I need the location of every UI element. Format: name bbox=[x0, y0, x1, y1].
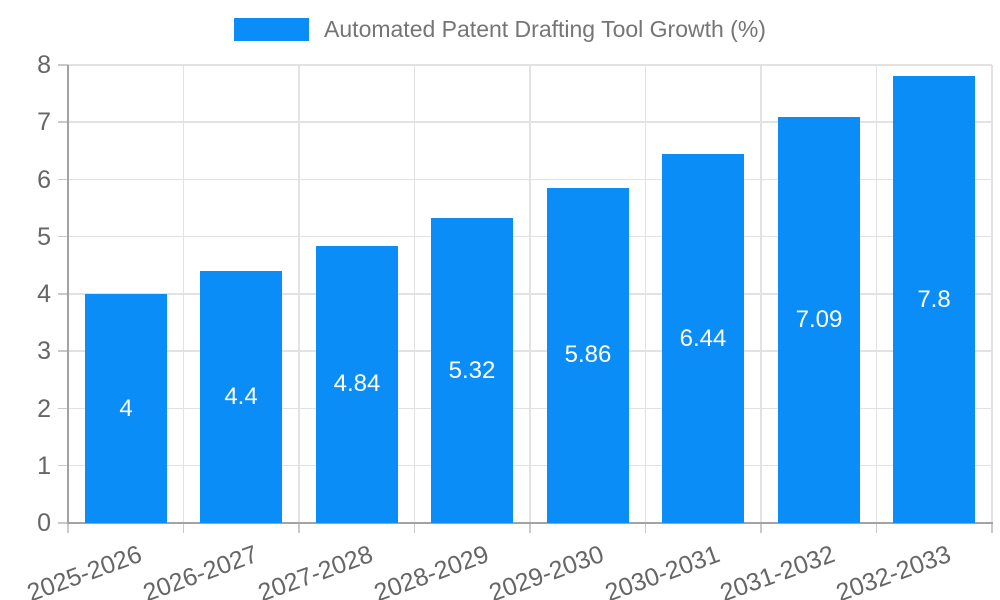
bar: 4 bbox=[85, 294, 167, 523]
x-axis-line bbox=[67, 522, 993, 524]
legend-swatch-icon bbox=[234, 18, 310, 42]
y-tick-label: 7 bbox=[37, 108, 51, 137]
y-tick-label: 6 bbox=[37, 165, 51, 194]
bar: 5.32 bbox=[431, 218, 513, 523]
bar-value-label: 5.86 bbox=[564, 341, 612, 369]
h-gridline bbox=[68, 178, 992, 181]
bar: 6.44 bbox=[662, 154, 744, 523]
x-tick bbox=[760, 523, 762, 533]
bar-value-label: 4.4 bbox=[224, 383, 258, 411]
bar-value-label: 4 bbox=[119, 394, 133, 422]
h-gridline bbox=[68, 121, 992, 123]
bar-value-label: 4.84 bbox=[333, 370, 381, 398]
h-gridline bbox=[68, 64, 992, 66]
x-tick-label: 2025-2026 bbox=[23, 540, 146, 600]
bar-value-label: 5.32 bbox=[448, 356, 496, 384]
y-tick bbox=[58, 178, 68, 181]
x-tick bbox=[67, 523, 69, 533]
y-tick-label: 3 bbox=[37, 337, 51, 366]
h-gridline bbox=[68, 407, 992, 410]
x-tick-label: 2030-2031 bbox=[601, 540, 724, 600]
y-tick bbox=[58, 407, 68, 410]
bar: 4.4 bbox=[200, 271, 282, 523]
bar: 7.8 bbox=[893, 76, 975, 523]
y-tick-label: 1 bbox=[37, 451, 51, 480]
x-tick bbox=[298, 523, 300, 533]
y-axis-line bbox=[67, 65, 69, 523]
y-tick-label: 8 bbox=[37, 51, 51, 79]
y-tick-label: 4 bbox=[37, 280, 51, 308]
h-gridline bbox=[68, 293, 992, 295]
x-tick bbox=[182, 523, 185, 533]
x-tick bbox=[644, 523, 647, 533]
y-tick-label: 0 bbox=[37, 509, 51, 537]
x-tick bbox=[413, 523, 416, 533]
x-tick bbox=[991, 523, 993, 533]
h-gridline bbox=[68, 350, 992, 352]
bar: 7.09 bbox=[778, 117, 860, 523]
bar-value-label: 7.09 bbox=[795, 306, 843, 334]
y-tick bbox=[58, 293, 68, 295]
x-tick-label: 2032-2033 bbox=[832, 540, 955, 600]
y-tick bbox=[58, 235, 68, 238]
bar-value-label: 7.8 bbox=[917, 285, 951, 313]
x-tick-label: 2028-2029 bbox=[370, 540, 493, 600]
bar: 4.84 bbox=[316, 245, 398, 523]
x-tick-label: 2031-2032 bbox=[716, 540, 839, 600]
y-tick bbox=[58, 522, 68, 524]
y-tick bbox=[58, 350, 68, 352]
chart-legend[interactable]: Automated Patent Drafting Tool Growth (%… bbox=[0, 16, 1000, 42]
x-tick-label: 2029-2030 bbox=[485, 540, 608, 600]
y-tick-label: 5 bbox=[37, 222, 51, 251]
legend-label: Automated Patent Drafting Tool Growth (%… bbox=[324, 16, 766, 42]
x-tick-label: 2027-2028 bbox=[254, 540, 377, 600]
h-gridline bbox=[68, 464, 992, 467]
x-tick bbox=[529, 523, 531, 533]
y-tick-label: 2 bbox=[37, 394, 51, 423]
y-tick bbox=[58, 121, 68, 123]
y-tick bbox=[58, 64, 68, 66]
x-tick-label: 2026-2027 bbox=[139, 540, 262, 600]
x-tick bbox=[875, 523, 878, 533]
bar: 5.86 bbox=[547, 187, 629, 523]
y-tick bbox=[58, 464, 68, 467]
h-gridline bbox=[68, 235, 992, 238]
bar-value-label: 6.44 bbox=[679, 324, 727, 352]
